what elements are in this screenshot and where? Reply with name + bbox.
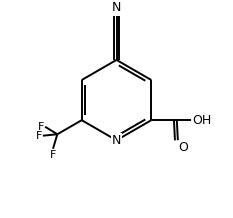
Text: F: F: [50, 150, 56, 160]
Text: N: N: [112, 134, 121, 147]
Text: F: F: [38, 122, 44, 132]
Text: OH: OH: [192, 114, 212, 127]
Text: O: O: [178, 141, 188, 154]
Text: F: F: [35, 131, 42, 141]
Text: N: N: [112, 1, 121, 14]
